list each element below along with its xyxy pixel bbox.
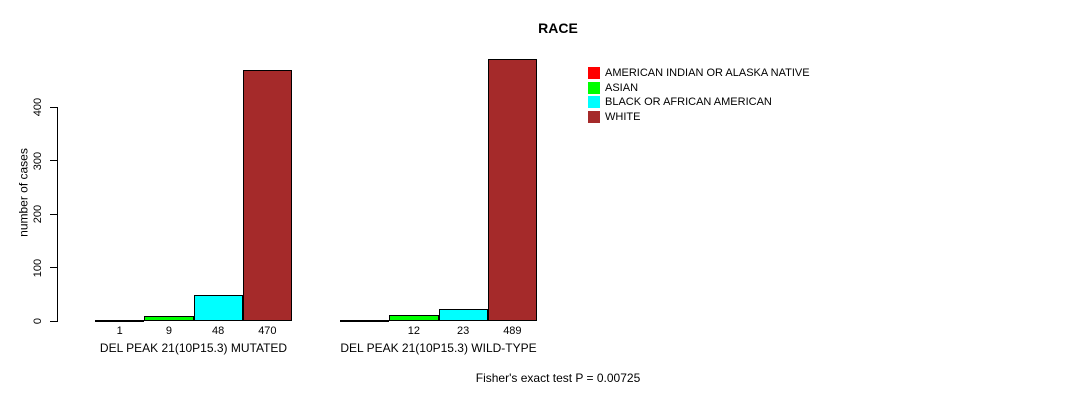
legend-swatch-american-indian xyxy=(588,67,600,80)
y-axis-tick xyxy=(50,320,57,322)
legend-swatch-asian xyxy=(588,81,600,94)
bar-count-label: 23 xyxy=(457,325,470,337)
y-axis-tick xyxy=(50,213,57,215)
bar xyxy=(193,295,243,321)
chart-title: RACE xyxy=(538,20,578,36)
bar-count-label: 12 xyxy=(407,325,420,337)
legend-label: BLACK OR AFRICAN AMERICAN xyxy=(605,96,772,109)
y-axis-tick-label: 300 xyxy=(32,151,44,170)
bar xyxy=(144,316,194,321)
bar-count-label: 48 xyxy=(212,325,225,337)
bar-count-label: 1 xyxy=(116,325,123,337)
legend-label: WHITE xyxy=(605,110,641,123)
y-axis-line xyxy=(57,107,58,322)
legend-label: AMERICAN INDIAN OR ALASKA NATIVE xyxy=(605,67,810,80)
bar-count-label: 489 xyxy=(503,325,522,337)
x-group-label: DEL PEAK 21(10P15.3) WILD-TYPE xyxy=(340,341,537,355)
bar xyxy=(340,320,390,322)
legend: AMERICAN INDIAN OR ALASKA NATIVE ASIAN B… xyxy=(588,66,810,124)
y-axis-tick xyxy=(50,267,57,268)
legend-item: WHITE xyxy=(588,110,810,125)
y-axis-tick-label: 0 xyxy=(32,317,44,325)
bar xyxy=(95,320,145,322)
legend-item: ASIAN xyxy=(588,81,810,96)
bar xyxy=(487,59,537,321)
bar-count-label: 470 xyxy=(258,325,277,337)
legend-item: AMERICAN INDIAN OR ALASKA NATIVE xyxy=(588,66,810,81)
y-axis-tick xyxy=(50,160,57,161)
legend-swatch-black-or-african-american xyxy=(588,96,600,109)
legend-item: BLACK OR AFRICAN AMERICAN xyxy=(588,95,810,110)
legend-swatch-white xyxy=(588,110,600,123)
stat-annotation: Fisher's exact test P = 0.00725 xyxy=(475,371,641,385)
y-axis-tick-label: 100 xyxy=(32,258,44,277)
bar xyxy=(389,314,439,321)
bar xyxy=(242,69,292,321)
y-axis-tick xyxy=(50,106,57,108)
bar-count-label: 9 xyxy=(165,325,172,337)
y-axis-tick-label: 400 xyxy=(32,97,44,117)
bar xyxy=(438,308,488,321)
y-axis-tick-label: 200 xyxy=(32,204,44,224)
x-group-label: DEL PEAK 21(10P15.3) MUTATED xyxy=(99,341,288,355)
legend-label: ASIAN xyxy=(605,81,639,94)
